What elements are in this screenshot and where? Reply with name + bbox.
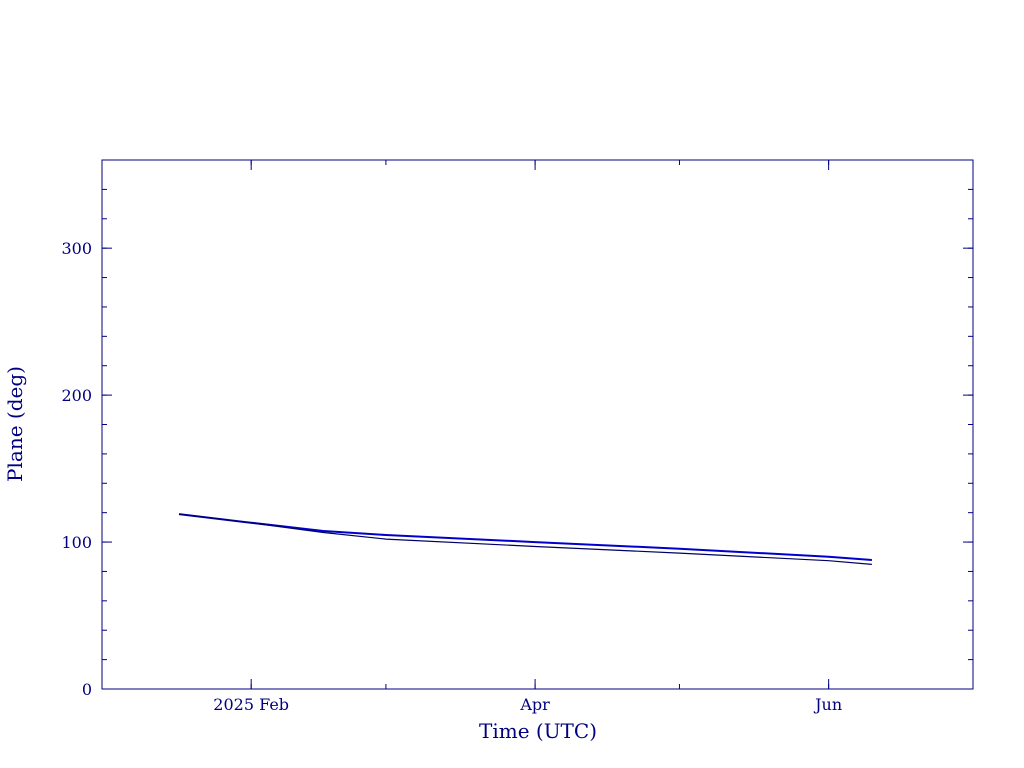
series-line-1: [178, 513, 872, 561]
x-tick-label: 2025 Feb: [213, 695, 289, 714]
series-layer: [178, 513, 872, 565]
x-tick-label: Jun: [813, 695, 842, 714]
tick-labels: 2025 Feb Apr Jun 0 100 200 300: [61, 239, 842, 714]
y-axis-title: Plane (deg): [3, 366, 27, 482]
y-tick-label: 0: [82, 680, 92, 699]
x-tick-label: Apr: [519, 695, 550, 714]
plot-frame: [101, 159, 974, 690]
y-tick-label: 100: [61, 533, 92, 552]
axis-ticks: [101, 159, 974, 690]
x-axis-title: Time (UTC): [479, 719, 597, 743]
series-line-2: [178, 513, 872, 565]
y-tick-label: 300: [61, 239, 92, 258]
y-tick-label: 200: [61, 386, 92, 405]
